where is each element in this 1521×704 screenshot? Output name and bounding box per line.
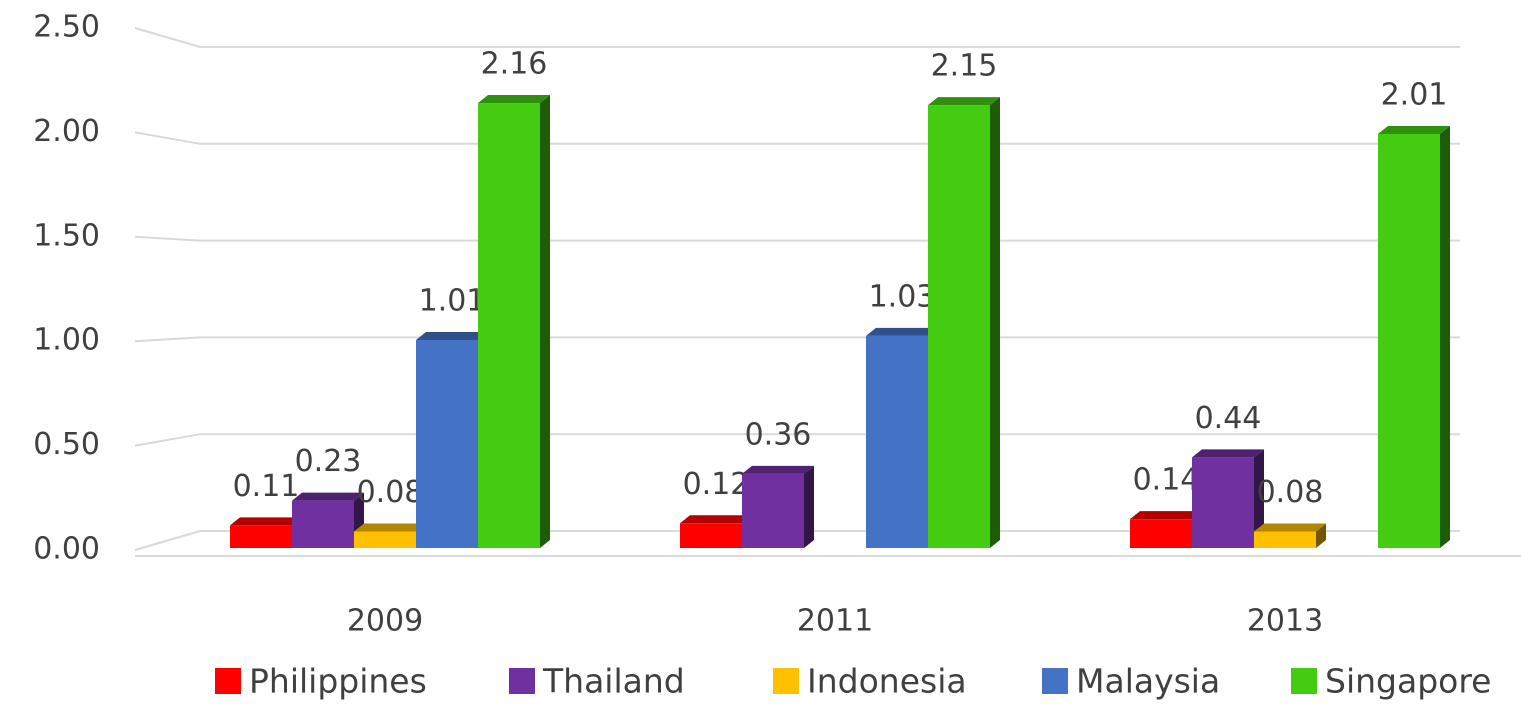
grid-line — [134, 131, 1460, 145]
legend-swatch — [509, 668, 535, 694]
legend-label: Indonesia — [807, 662, 967, 701]
data-label: 0.08 — [357, 475, 424, 510]
data-label: 0.36 — [745, 417, 812, 452]
legend-swatch — [1042, 668, 1068, 694]
bar — [292, 500, 354, 548]
legend-label: Philippines — [249, 662, 427, 701]
bar — [230, 525, 292, 548]
legend-label: Singapore — [1325, 662, 1491, 701]
x-tick-label: 2011 — [797, 604, 873, 639]
x-tick-label: 2013 — [1247, 604, 1323, 639]
y-tick-label: 2.00 — [33, 114, 100, 149]
bar — [354, 531, 416, 548]
bar — [1130, 519, 1192, 548]
legend-swatch — [215, 668, 241, 694]
bar-top — [928, 97, 1000, 106]
y-tick-label: 1.50 — [33, 218, 100, 253]
bar — [680, 523, 742, 548]
bar-top — [230, 517, 302, 526]
bar-side — [1254, 449, 1264, 548]
y-tick-label: 0.50 — [33, 427, 100, 462]
y-tick-label: 0.00 — [33, 532, 100, 567]
bar-top — [1254, 523, 1326, 532]
bar — [1192, 457, 1254, 548]
bar-top — [866, 327, 938, 336]
grid-line — [134, 433, 1460, 447]
grid-line — [134, 27, 1460, 48]
bar-side — [540, 95, 550, 548]
bar-side — [1316, 523, 1326, 548]
data-label: 0.12 — [683, 467, 750, 502]
data-label: 0.08 — [1257, 475, 1324, 510]
data-label: 2.15 — [931, 49, 998, 84]
grid-line — [134, 336, 1460, 343]
bar-top — [292, 492, 364, 501]
bar-side — [990, 97, 1000, 548]
data-label: 2.01 — [1381, 77, 1448, 112]
data-label: 1.03 — [869, 279, 936, 314]
bar-side — [1440, 125, 1450, 548]
data-label: 2.16 — [481, 47, 548, 82]
legend-swatch — [1291, 668, 1317, 694]
data-label: 0.14 — [1133, 463, 1200, 498]
bar — [928, 105, 990, 548]
bar-top — [1378, 125, 1450, 134]
legend-label: Malaysia — [1076, 662, 1220, 701]
data-label: 0.23 — [295, 444, 362, 479]
bar-top — [742, 465, 814, 474]
legend-swatch — [773, 668, 799, 694]
y-tick-label: 1.00 — [33, 323, 100, 358]
x-tick-label: 2009 — [347, 604, 423, 639]
data-label: 1.01 — [419, 283, 486, 318]
bar-top — [1130, 511, 1202, 520]
bar-side — [804, 465, 814, 548]
bar-top — [1192, 449, 1264, 458]
y-tick-label: 2.50 — [33, 10, 100, 45]
bar-top — [680, 515, 752, 524]
bar-top — [416, 331, 488, 340]
bar — [478, 103, 540, 548]
bar-top — [354, 523, 426, 532]
bar — [1378, 133, 1440, 548]
data-label: 0.44 — [1195, 401, 1262, 436]
bar — [742, 473, 804, 548]
legend-label: Thailand — [542, 662, 685, 701]
bar — [866, 335, 928, 548]
bar — [1254, 531, 1316, 548]
bar — [416, 339, 478, 548]
grid-line — [134, 530, 1460, 551]
bar-top — [478, 95, 550, 104]
grid-line — [134, 235, 1460, 242]
data-label: 0.11 — [233, 469, 300, 504]
